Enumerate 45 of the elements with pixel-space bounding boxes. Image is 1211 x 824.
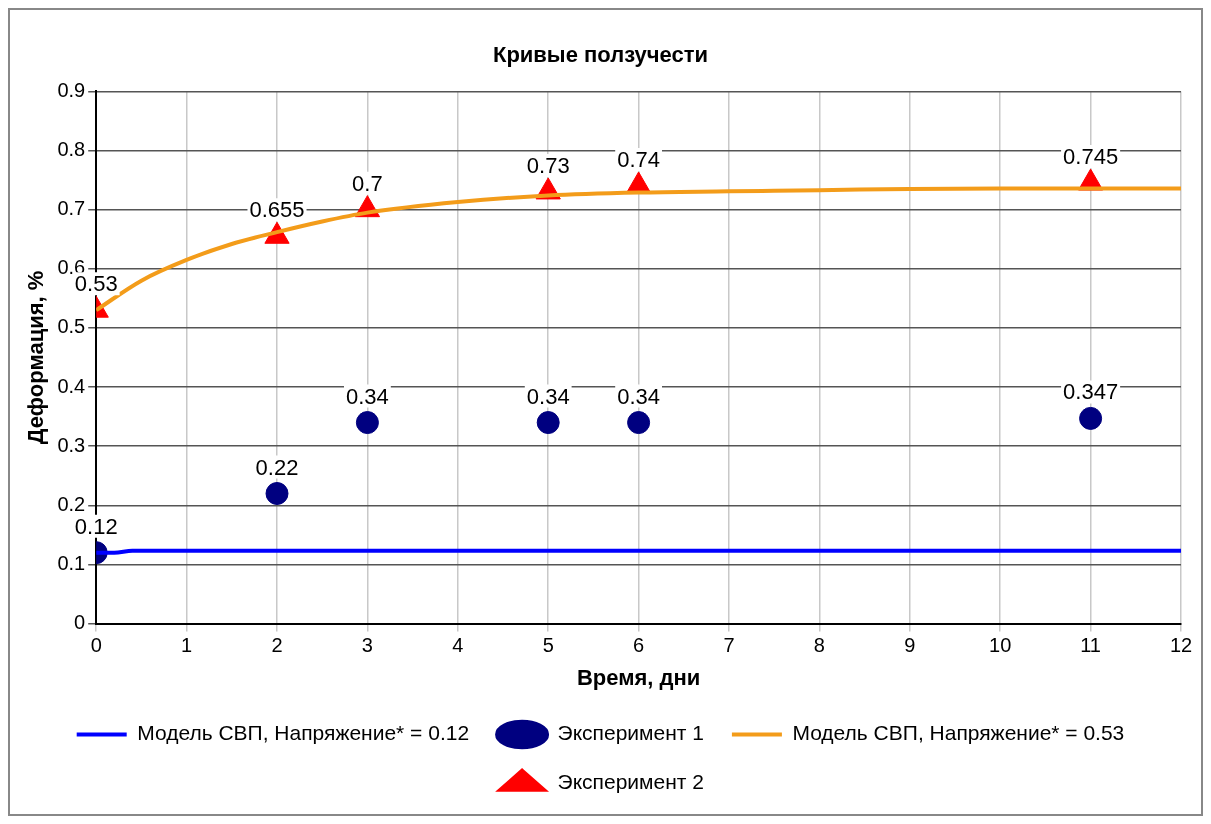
legend-label: Модель СВП, Напряжение* = 0.12 <box>137 721 470 745</box>
data-label: 0.347 <box>1063 379 1119 405</box>
legend-label: Эксперимент 2 <box>557 770 704 794</box>
data-label: 0.74 <box>617 147 661 173</box>
y-tick-label: 0.5 <box>57 315 86 338</box>
data-label: 0.34 <box>345 383 389 409</box>
x-tick-label: 11 <box>1080 634 1101 657</box>
x-tick-label: 1 <box>181 634 193 657</box>
data-label: 0.73 <box>526 152 570 178</box>
chart-title: Кривые ползучести <box>492 42 709 68</box>
legend-label: Эксперимент 1 <box>557 721 704 745</box>
x-tick-label: 12 <box>1169 634 1193 657</box>
point <box>355 411 379 435</box>
x-axis-title: Время, дни <box>576 664 701 690</box>
x-tick-label: 9 <box>904 634 916 657</box>
data-label: 0.7 <box>352 170 383 196</box>
y-tick-label: 0.2 <box>57 492 86 515</box>
y-tick-label: 0.8 <box>57 138 86 161</box>
x-tick-label: 6 <box>633 634 645 657</box>
x-tick-label: 2 <box>271 634 283 657</box>
data-label: 0.34 <box>617 383 661 409</box>
y-tick-label: 0.3 <box>57 433 86 456</box>
x-tick-label: 5 <box>542 634 554 657</box>
y-tick-label: 0.1 <box>57 551 86 574</box>
legend-label: Модель СВП, Напряжение* = 0.53 <box>792 721 1125 745</box>
y-axis-title: Деформация, % <box>23 270 49 445</box>
x-tick-label: 8 <box>813 634 825 657</box>
x-tick-label: 3 <box>361 634 373 657</box>
x-tick-label: 10 <box>989 634 1012 657</box>
x-tick-label: 7 <box>723 634 735 657</box>
y-tick-label: 0.4 <box>57 374 86 397</box>
data-label: 0.34 <box>526 383 570 409</box>
x-tick-label: 0 <box>90 634 102 657</box>
data-label: 0.12 <box>74 513 118 539</box>
y-tick-label: 0 <box>74 611 86 634</box>
data-label: 0.745 <box>1063 144 1119 170</box>
y-tick-label: 0.9 <box>57 78 86 101</box>
point <box>1079 406 1103 430</box>
data-label: 0.655 <box>249 197 305 223</box>
point <box>265 482 289 506</box>
x-tick-label: 4 <box>452 634 464 657</box>
point <box>627 411 651 435</box>
data-label: 0.22 <box>255 454 299 480</box>
y-tick-label: 0.7 <box>57 197 86 220</box>
point <box>536 411 560 435</box>
